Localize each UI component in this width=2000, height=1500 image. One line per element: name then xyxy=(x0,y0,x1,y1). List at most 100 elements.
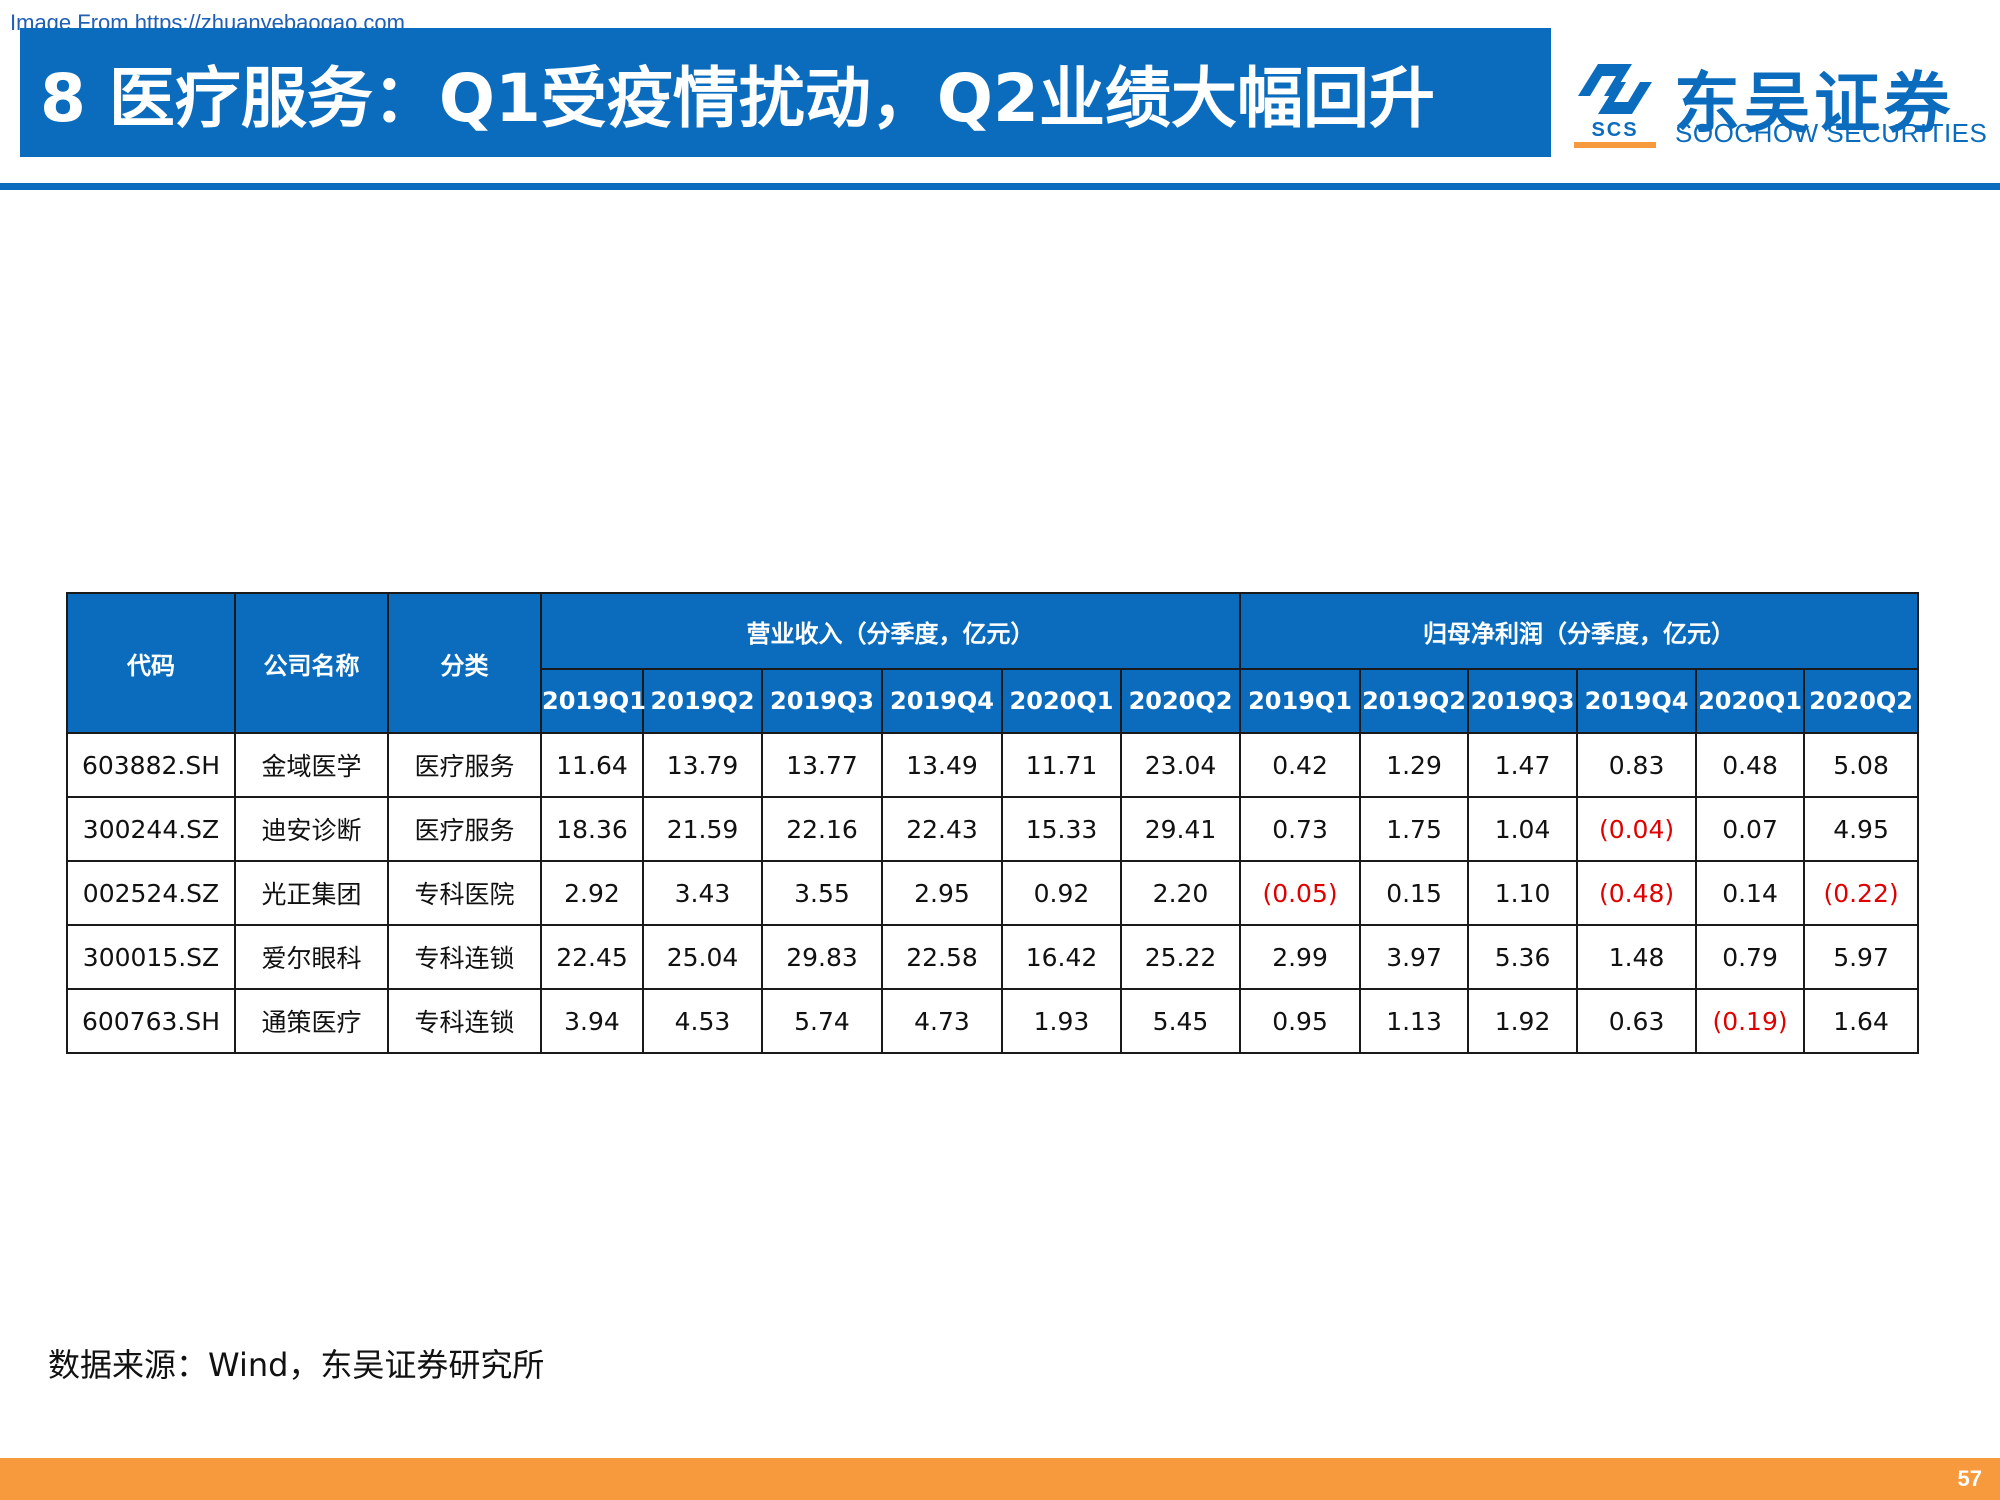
cell-profit: (0.05) xyxy=(1239,860,1362,926)
cell-company: 迪安诊断 xyxy=(234,796,389,862)
cell-code: 600763.SH xyxy=(66,988,236,1054)
cell-revenue: 13.77 xyxy=(761,732,883,798)
header-profit-quarter: 2019Q4 xyxy=(1576,668,1698,734)
header-revenue-quarter: 2020Q1 xyxy=(1001,668,1122,734)
cell-company: 爱尔眼科 xyxy=(234,924,389,990)
cell-profit: 0.42 xyxy=(1239,732,1362,798)
footer-bar: 57 xyxy=(0,1458,2000,1500)
header-revenue-group: 营业收入（分季度，亿元） xyxy=(539,592,1242,670)
cell-revenue: 3.94 xyxy=(540,988,644,1054)
cell-profit: (0.22) xyxy=(1803,860,1920,926)
cell-profit: (0.04) xyxy=(1576,796,1698,862)
cell-profit: 1.04 xyxy=(1467,796,1579,862)
cell-revenue: 5.45 xyxy=(1119,988,1242,1054)
cell-revenue: 21.59 xyxy=(642,796,763,862)
cell-profit: 0.83 xyxy=(1576,732,1698,798)
cell-revenue: 0.92 xyxy=(1001,860,1122,926)
cell-revenue: 3.43 xyxy=(642,860,763,926)
cell-revenue: 1.93 xyxy=(1001,988,1122,1054)
cell-profit: 3.97 xyxy=(1359,924,1470,990)
cell-company: 通策医疗 xyxy=(234,988,389,1054)
cell-profit: 1.48 xyxy=(1576,924,1698,990)
cell-company: 金域医学 xyxy=(234,732,389,798)
cell-revenue: 2.20 xyxy=(1119,860,1242,926)
cell-revenue: 25.22 xyxy=(1119,924,1242,990)
header-revenue-quarter: 2019Q3 xyxy=(761,668,883,734)
header-revenue-quarter: 2019Q4 xyxy=(881,668,1003,734)
logo-chinese-name: 东吴证券 xyxy=(1674,65,1954,142)
cell-revenue: 18.36 xyxy=(540,796,644,862)
cell-profit: 4.95 xyxy=(1803,796,1920,862)
cell-revenue: 29.41 xyxy=(1119,796,1242,862)
cell-profit: 1.10 xyxy=(1467,860,1579,926)
title-bar: 8 医疗服务：Q1受疫情扰动，Q2业绩大幅回升 xyxy=(20,28,1551,157)
cell-profit: 2.99 xyxy=(1239,924,1362,990)
cell-profit: 1.92 xyxy=(1467,988,1579,1054)
logo-english-name: SOOCHOW SECURITIES xyxy=(1675,118,1988,148)
cell-profit: 0.73 xyxy=(1239,796,1362,862)
cell-profit: 1.29 xyxy=(1359,732,1470,798)
cell-code: 300015.SZ xyxy=(66,924,236,990)
cell-revenue: 13.79 xyxy=(642,732,763,798)
cell-profit: (0.19) xyxy=(1695,988,1806,1054)
cell-category: 医疗服务 xyxy=(387,796,542,862)
cell-profit: 5.97 xyxy=(1803,924,1920,990)
cell-profit: 0.79 xyxy=(1695,924,1806,990)
cell-profit: 0.48 xyxy=(1695,732,1806,798)
cell-revenue: 22.43 xyxy=(881,796,1003,862)
soochow-logo-icon: SCS xyxy=(1574,64,1656,148)
cell-category: 医疗服务 xyxy=(387,732,542,798)
header-profit-quarter: 2019Q3 xyxy=(1467,668,1579,734)
table-row: 300015.SZ 爱尔眼科 专科连锁 22.45 25.04 29.83 22… xyxy=(66,924,1920,990)
cell-profit: 0.63 xyxy=(1576,988,1698,1054)
cell-code: 002524.SZ xyxy=(66,860,236,926)
table-row: 600763.SH 通策医疗 专科连锁 3.94 4.53 5.74 4.73 … xyxy=(66,988,1920,1054)
cell-profit: 5.08 xyxy=(1803,732,1920,798)
header-revenue-quarter: 2019Q2 xyxy=(642,668,763,734)
cell-profit: 0.07 xyxy=(1695,796,1806,862)
cell-revenue: 29.83 xyxy=(761,924,883,990)
cell-revenue: 22.45 xyxy=(540,924,644,990)
cell-category: 专科连锁 xyxy=(387,924,542,990)
cell-category: 专科连锁 xyxy=(387,988,542,1054)
cell-category: 专科医院 xyxy=(387,860,542,926)
header-company: 公司名称 xyxy=(234,592,389,734)
header-category: 分类 xyxy=(387,592,542,734)
cell-revenue: 2.95 xyxy=(881,860,1003,926)
cell-revenue: 16.42 xyxy=(1001,924,1122,990)
cell-profit: 1.13 xyxy=(1359,988,1470,1054)
header-revenue-quarter: 2020Q2 xyxy=(1119,668,1242,734)
cell-revenue: 11.71 xyxy=(1001,732,1122,798)
cell-profit: 1.75 xyxy=(1359,796,1470,862)
cell-revenue: 4.73 xyxy=(881,988,1003,1054)
header-code: 代码 xyxy=(66,592,236,734)
table-row: 002524.SZ 光正集团 专科医院 2.92 3.43 3.55 2.95 … xyxy=(66,860,1920,926)
cell-revenue: 2.92 xyxy=(540,860,644,926)
cell-revenue: 23.04 xyxy=(1119,732,1242,798)
header-profit-quarter: 2019Q1 xyxy=(1239,668,1362,734)
header-revenue-quarter: 2019Q1 xyxy=(540,668,646,734)
page-number: 57 xyxy=(1957,1466,1982,1491)
cell-revenue: 4.53 xyxy=(642,988,763,1054)
cell-profit: 0.14 xyxy=(1695,860,1806,926)
header-profit-quarter: 2020Q2 xyxy=(1803,668,1920,734)
table-row: 603882.SH 金域医学 医疗服务 11.64 13.79 13.77 13… xyxy=(66,732,1920,798)
table-row: 300244.SZ 迪安诊断 医疗服务 18.36 21.59 22.16 22… xyxy=(66,796,1920,862)
scs-abbr-mark: SCS xyxy=(1591,119,1636,141)
header-rule xyxy=(0,183,2000,190)
cell-profit: 0.15 xyxy=(1359,860,1470,926)
cell-revenue: 15.33 xyxy=(1001,796,1122,862)
cell-revenue: 22.16 xyxy=(761,796,883,862)
header-profit-quarter: 2020Q1 xyxy=(1695,668,1806,734)
cell-revenue: 22.58 xyxy=(881,924,1003,990)
cell-code: 300244.SZ xyxy=(66,796,236,862)
cell-profit: (0.48) xyxy=(1576,860,1698,926)
cell-profit: 1.47 xyxy=(1467,732,1579,798)
slide-title: 8 医疗服务：Q1受疫情扰动，Q2业绩大幅回升 xyxy=(40,59,1435,137)
header-profit-quarter: 2019Q2 xyxy=(1359,668,1470,734)
company-logo: SCS 东吴证券 SOOCHOW SECURITIES xyxy=(1572,52,1987,152)
cell-profit: 0.95 xyxy=(1239,988,1362,1054)
header-profit-group: 归母净利润（分季度，亿元） xyxy=(1239,592,1920,670)
cell-company: 光正集团 xyxy=(234,860,389,926)
cell-revenue: 13.49 xyxy=(881,732,1003,798)
